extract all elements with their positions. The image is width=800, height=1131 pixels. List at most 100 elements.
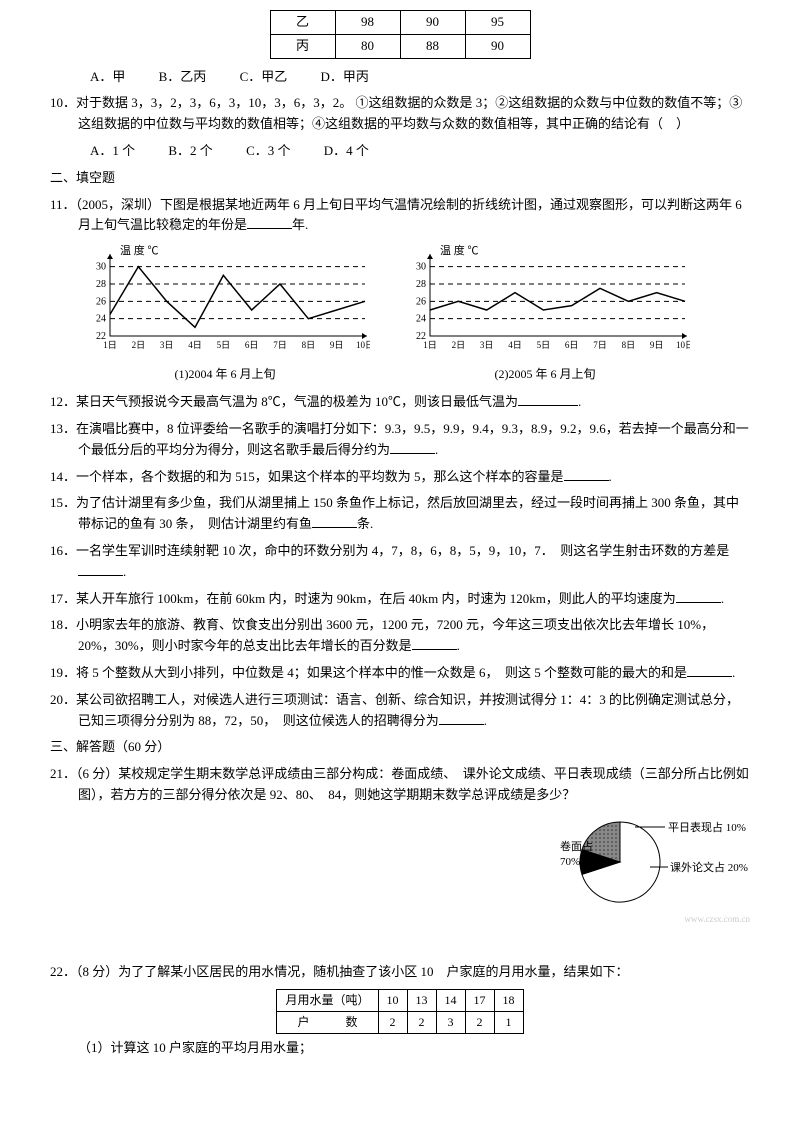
q22-sub1: （1）计算这 10 户家庭的平均月用水量；: [50, 1038, 750, 1059]
question-18: 18．小明家去年的旅游、教育、饮食支出分别出 3600 元，1200 元，720…: [50, 615, 750, 657]
svg-text:70%: 70%: [560, 856, 580, 868]
option-c: C．3 个: [246, 143, 290, 158]
header: 13: [407, 989, 436, 1011]
caption-2004: (1)2004 年 6 月上旬: [80, 365, 370, 384]
svg-text:温 度 ℃: 温 度 ℃: [120, 244, 159, 257]
svg-text:30: 30: [96, 262, 106, 273]
cell: 户 数: [277, 1011, 378, 1033]
question-11: 11．（2005，深圳）下图是根据某地近两年 6 月上旬日平均气温情况绘制的折线…: [50, 195, 750, 237]
q-text: 19．将 5 个整数从大到小排列，中位数是 4；如果这个样本中的惟一众数是 6，…: [50, 665, 687, 680]
q-text: 17．某人开车旅行 100km，在前 60km 内，时速为 90km，在后 40…: [50, 591, 676, 606]
header: 月用水量（吨）: [277, 989, 378, 1011]
svg-text:卷面占: 卷面占: [560, 839, 593, 853]
chart-2005: 温 度 ℃30282624221日2日3日4日5日6日7日8日9日10日: [400, 244, 690, 361]
svg-text:1日: 1日: [423, 340, 437, 350]
blank: [412, 636, 457, 650]
option-b: B．2 个: [168, 143, 212, 158]
q-text: 16．一名学生军训时连续射靶 10 次，命中的环数分别为 4，7，8，6，8，5…: [50, 543, 729, 558]
q-text: 12．某日天气预报说今天最高气温为 8℃，气温的极差为 10℃，则该日最低气温为: [50, 394, 518, 409]
q-suffix: 条.: [357, 516, 373, 531]
header: 17: [465, 989, 494, 1011]
svg-text:30: 30: [416, 262, 426, 273]
svg-text:8日: 8日: [622, 340, 636, 350]
cell: 乙: [270, 11, 335, 35]
cell: 2: [378, 1011, 407, 1033]
svg-text:平日表现占 10%: 平日表现占 10%: [668, 820, 746, 834]
blank: [676, 589, 721, 603]
cell: 95: [465, 11, 530, 35]
question-16: 16．一名学生军训时连续射靶 10 次，命中的环数分别为 4，7，8，6，8，5…: [50, 541, 750, 583]
solve-title: 三、解答题（60 分）: [50, 737, 750, 758]
question-21: 21．（6 分）某校规定学生期末数学总评成绩由三部分构成：卷面成绩、 课外论文成…: [50, 764, 750, 806]
svg-text:8日: 8日: [302, 340, 316, 350]
question-13: 13．在演唱比赛中，8 位评委给一名歌手的演唱打分如下：9.3，9.5，9.9，…: [50, 419, 750, 461]
svg-text:24: 24: [416, 314, 426, 325]
svg-text:24: 24: [96, 314, 106, 325]
svg-text:10日: 10日: [676, 340, 690, 350]
option-c: C．甲乙: [240, 69, 288, 84]
blank: [312, 514, 357, 528]
q11-suffix: 年.: [292, 217, 308, 232]
svg-text:温 度 ℃: 温 度 ℃: [440, 244, 479, 257]
cell: 丙: [270, 34, 335, 58]
svg-text:10日: 10日: [356, 340, 370, 350]
svg-text:28: 28: [416, 279, 426, 290]
cell: 1: [494, 1011, 523, 1033]
chart-captions: (1)2004 年 6 月上旬 (2)2005 年 6 月上旬: [80, 365, 750, 384]
option-d: D．甲丙: [320, 69, 368, 84]
q-text: 15．为了估计湖里有多少鱼，我们从湖里捕上 150 条鱼作上标记，然后放回湖里去…: [50, 495, 739, 531]
cell: 98: [335, 11, 400, 35]
question-20: 20．某公司欲招聘工人，对候选人进行三项测试：语言、创新、综合知识，并按测试得分…: [50, 690, 750, 732]
svg-text:6日: 6日: [565, 340, 579, 350]
option-b: B．乙丙: [159, 69, 207, 84]
blank: [518, 392, 578, 406]
question-12: 12．某日天气预报说今天最高气温为 8℃，气温的极差为 10℃，则该日最低气温为…: [50, 392, 750, 413]
blank: [439, 711, 484, 725]
blank: [78, 562, 123, 576]
blank: [247, 215, 292, 229]
svg-text:5日: 5日: [537, 340, 551, 350]
option-d: D．4 个: [324, 143, 369, 158]
blank: [390, 440, 435, 454]
cell: 3: [436, 1011, 465, 1033]
svg-text:3日: 3日: [480, 340, 494, 350]
q-text: 20．某公司欲招聘工人，对候选人进行三项测试：语言、创新、综合知识，并按测试得分…: [50, 692, 739, 728]
svg-text:4日: 4日: [188, 340, 202, 350]
charts-row: 温 度 ℃30282624221日2日3日4日5日6日7日8日9日10日 温 度…: [80, 244, 750, 361]
chart-2004: 温 度 ℃30282624221日2日3日4日5日6日7日8日9日10日: [80, 244, 370, 361]
question-22: 22．（8 分）为了了解某小区居民的用水情况，随机抽查了该小区 10 户家庭的月…: [50, 962, 750, 983]
q11-text: 11．（2005，深圳）下图是根据某地近两年 6 月上旬日平均气温情况绘制的折线…: [50, 197, 742, 233]
svg-text:9日: 9日: [650, 340, 664, 350]
svg-text:5日: 5日: [217, 340, 231, 350]
pie-chart-row: 卷面占70%平日表现占 10%课外论文占 20% www.czsx.com.cn: [50, 812, 750, 912]
q10-options: A．1 个 B．2 个 C．3 个 D．4 个: [50, 141, 750, 162]
watermark: www.czsx.com.cn: [684, 912, 750, 926]
q-text: 18．小明家去年的旅游、教育、饮食支出分别出 3600 元，1200 元，720…: [50, 617, 714, 653]
q9-options: A．甲 B．乙丙 C．甲乙 D．甲丙: [50, 67, 750, 88]
svg-text:2日: 2日: [132, 340, 146, 350]
q-text: 14．一个样本，各个数据的和为 515，如果这个样本的平均数为 5，那么这个样本…: [50, 469, 564, 484]
question-17: 17．某人开车旅行 100km，在前 60km 内，时速为 90km，在后 40…: [50, 589, 750, 610]
top-table: 乙 98 90 95 丙 80 88 90: [270, 10, 531, 59]
svg-text:7日: 7日: [273, 340, 287, 350]
option-a: A．1 个: [90, 143, 135, 158]
cell: 90: [400, 11, 465, 35]
svg-text:2日: 2日: [452, 340, 466, 350]
svg-text:28: 28: [96, 279, 106, 290]
water-table: 月用水量（吨） 10 13 14 17 18 户 数 2 2 3 2 1: [276, 989, 523, 1034]
svg-text:课外论文占 20%: 课外论文占 20%: [670, 860, 748, 874]
header: 10: [378, 989, 407, 1011]
question-14: 14．一个样本，各个数据的和为 515，如果这个样本的平均数为 5，那么这个样本…: [50, 467, 750, 488]
svg-text:4日: 4日: [508, 340, 522, 350]
pie-chart: 卷面占 70% 平日表现占 10% 课外论文占 20%: [530, 812, 750, 912]
blank: [687, 663, 732, 677]
option-a: A．甲: [90, 69, 125, 84]
svg-text:6日: 6日: [245, 340, 259, 350]
header: 18: [494, 989, 523, 1011]
question-19: 19．将 5 个整数从大到小排列，中位数是 4；如果这个样本中的惟一众数是 6，…: [50, 663, 750, 684]
svg-text:26: 26: [416, 297, 426, 308]
svg-text:9日: 9日: [330, 340, 344, 350]
cell: 88: [400, 34, 465, 58]
blank: [564, 467, 609, 481]
svg-text:7日: 7日: [593, 340, 607, 350]
